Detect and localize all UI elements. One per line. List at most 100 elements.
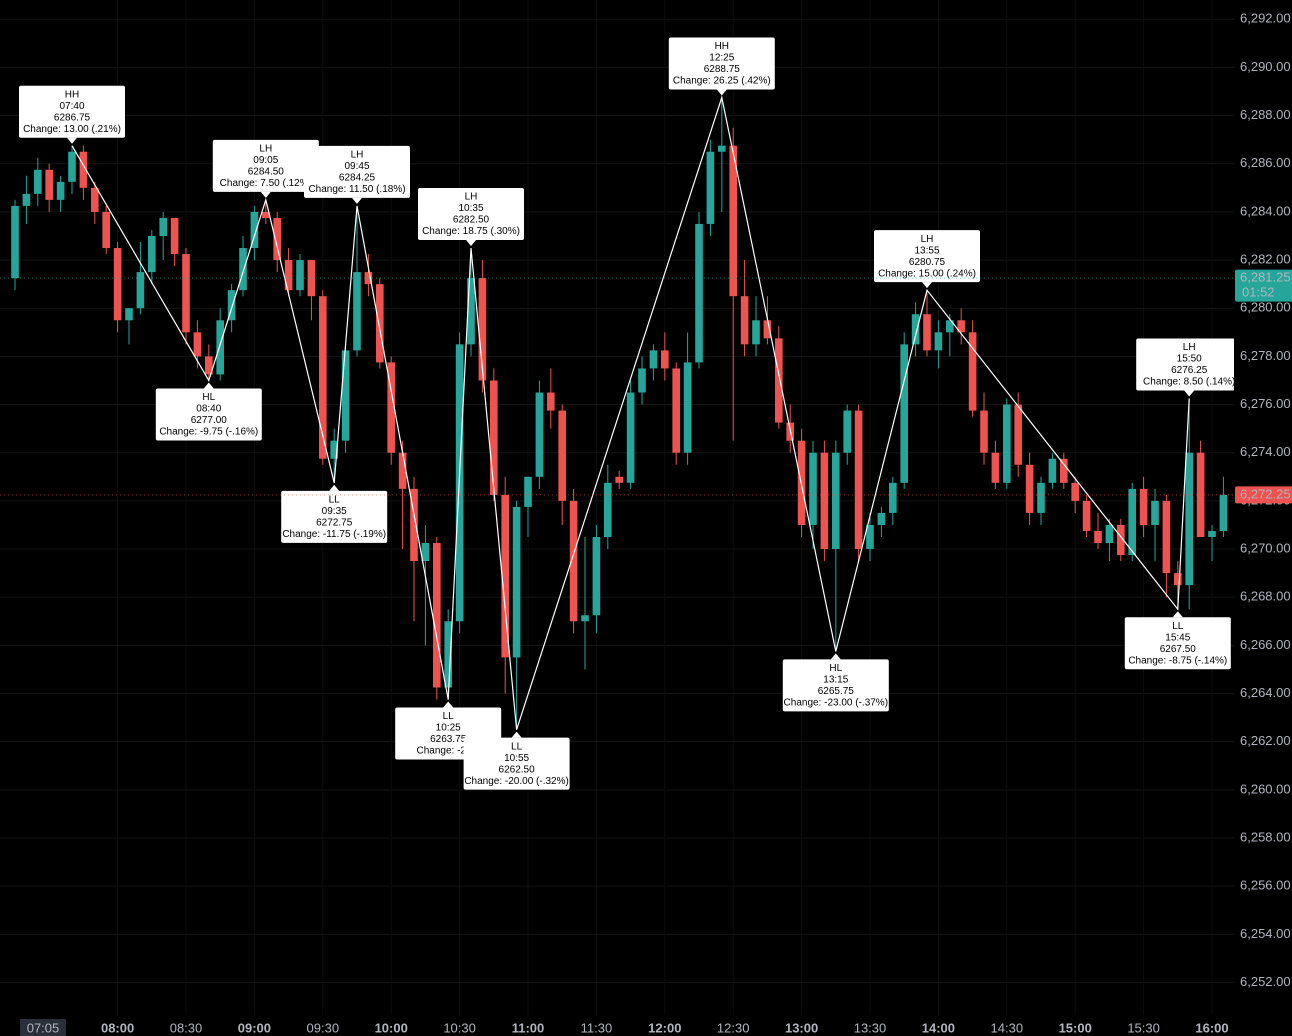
pivot-value-label: 6284.50 bbox=[248, 167, 285, 178]
x-tick-label: 15:30 bbox=[1127, 1020, 1160, 1035]
candle-body bbox=[820, 452, 829, 550]
pivot-change: Change: 7.50 (.12%) bbox=[220, 178, 312, 189]
pivot-label: LL bbox=[443, 711, 455, 722]
pivot-change: Change: 13.00 (.21%) bbox=[23, 124, 121, 135]
x-tick-label: 10:30 bbox=[443, 1020, 476, 1035]
x-tick-label: 15:00 bbox=[1059, 1020, 1092, 1035]
pivot-change: Change: -11.75 (-.19%) bbox=[282, 529, 386, 540]
y-tick-label: 6,288.00 bbox=[1240, 107, 1291, 122]
pivot-value-label: 6276.25 bbox=[1171, 365, 1208, 376]
candle-body bbox=[250, 211, 259, 249]
pivot-box bbox=[281, 490, 388, 543]
candle-body bbox=[467, 278, 475, 345]
y-tick-label: 6,284.00 bbox=[1240, 203, 1291, 218]
candle-body bbox=[1094, 530, 1102, 544]
y-tick-label: 6,254.00 bbox=[1240, 926, 1291, 941]
candle-body bbox=[547, 392, 555, 411]
x-tick-label: 14:00 bbox=[922, 1020, 955, 1035]
pivot-time: 09:05 bbox=[253, 155, 278, 166]
candle-body bbox=[1151, 500, 1159, 525]
cursor-label-bg bbox=[20, 1019, 66, 1036]
x-tick-label: 08:30 bbox=[170, 1020, 203, 1035]
pivot-pointer bbox=[1184, 390, 1195, 397]
candle-body bbox=[809, 452, 817, 525]
pivot-change: Change: -8.75 (-.14%) bbox=[1128, 655, 1227, 666]
pivot-time: 13:55 bbox=[914, 245, 939, 256]
pivot-change: Change: 15.00 (.24%) bbox=[878, 268, 976, 279]
candle-body bbox=[22, 193, 31, 206]
candle-body bbox=[1208, 530, 1216, 537]
pivot-change: Change: -23.00 (-.37%) bbox=[784, 698, 889, 709]
candle-body bbox=[113, 248, 122, 321]
candle-body bbox=[273, 217, 281, 261]
x-tick-label: 10:00 bbox=[375, 1020, 408, 1035]
pivot-box bbox=[304, 145, 410, 198]
pivot-label: LH bbox=[259, 144, 272, 155]
candle-body bbox=[672, 368, 680, 453]
candle-body bbox=[1082, 500, 1091, 531]
y-tick-label: 6,280.00 bbox=[1240, 300, 1291, 315]
pivot-pointer bbox=[511, 731, 522, 738]
candle-body bbox=[1071, 482, 1079, 501]
candle-body bbox=[615, 476, 623, 483]
pivot-value-label: 6267.50 bbox=[1160, 644, 1197, 655]
y-tick-label: 6,282.00 bbox=[1240, 252, 1291, 267]
candle-body bbox=[125, 308, 133, 321]
candle-body bbox=[421, 543, 430, 562]
pivot-pointer bbox=[443, 701, 454, 708]
pivot-value-label: 6280.75 bbox=[909, 257, 946, 268]
candle-body bbox=[695, 223, 703, 363]
pivot-value-label: 6262.50 bbox=[499, 764, 536, 775]
y-tick-label: 6,252.00 bbox=[1240, 974, 1291, 989]
pivot-time: 15:45 bbox=[1165, 632, 1190, 643]
y-tick-label: 6,258.00 bbox=[1240, 829, 1291, 844]
pivot-box bbox=[418, 188, 524, 241]
candle-body bbox=[262, 211, 270, 218]
pivot-label: LH bbox=[351, 150, 364, 161]
candle-body bbox=[45, 169, 53, 200]
candle-body bbox=[706, 151, 715, 224]
candle-body bbox=[968, 332, 977, 411]
candle-body bbox=[11, 205, 19, 279]
candle-body bbox=[558, 410, 566, 501]
y-tick-label: 6,264.00 bbox=[1240, 685, 1291, 700]
candle-body bbox=[946, 320, 954, 333]
candle-body bbox=[604, 482, 612, 537]
candle-body bbox=[330, 440, 338, 459]
y-tick-label: 6,270.00 bbox=[1240, 540, 1291, 555]
pivot-label: LH bbox=[465, 192, 478, 203]
price-badge bbox=[1235, 486, 1292, 504]
candle-body bbox=[353, 272, 361, 351]
pivot-value-label: 6284.25 bbox=[339, 173, 376, 184]
candle-body bbox=[683, 362, 692, 453]
candle-body bbox=[1185, 452, 1193, 586]
pivot-pointer bbox=[352, 197, 362, 204]
x-tick-label: 12:30 bbox=[717, 1020, 750, 1035]
candle-body bbox=[512, 506, 521, 658]
pivot-pointer bbox=[260, 191, 271, 198]
candle-body bbox=[569, 500, 578, 622]
candle-body bbox=[1003, 404, 1011, 483]
x-tick-label: 16:00 bbox=[1195, 1020, 1228, 1035]
candle-body bbox=[718, 145, 726, 152]
candle-body bbox=[170, 217, 179, 255]
candle-body bbox=[638, 368, 646, 393]
y-tick-label: 6,256.00 bbox=[1240, 878, 1291, 893]
candle-body bbox=[1219, 494, 1228, 531]
candle-body bbox=[661, 350, 669, 369]
candle-body bbox=[376, 284, 384, 363]
pivot-pointer bbox=[329, 484, 340, 491]
candle-body bbox=[227, 290, 236, 321]
candle-body bbox=[592, 536, 601, 616]
pivot-label: HL bbox=[829, 663, 842, 674]
pivot-value-label: 6263.75 bbox=[430, 734, 467, 745]
y-tick-label: 6,292.00 bbox=[1240, 11, 1291, 26]
zigzag-line bbox=[71, 95, 1190, 730]
